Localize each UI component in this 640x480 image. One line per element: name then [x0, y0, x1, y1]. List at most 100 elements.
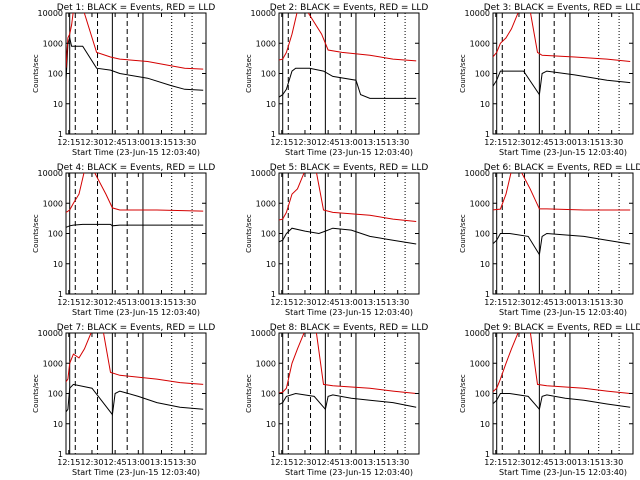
y-tick-label: 1000	[256, 39, 276, 48]
detector-panel-6: 1 10 100 1000 10000 12:15 12:30 12:45 13:00 13:15…	[459, 163, 640, 317]
detector-panel-9: 1 10 100 1000 10000 12:15 12:30 12:45 13:00 13:15…	[459, 323, 640, 477]
y-tick-label: 1	[271, 130, 276, 139]
series-line-events	[279, 392, 417, 411]
y-tick-label: 1000	[43, 359, 63, 368]
x-tick-label: 12:45	[531, 138, 554, 147]
x-tick-label: 12:30	[80, 138, 103, 147]
y-tick-label: 10	[480, 420, 490, 429]
series-line-lld	[66, 173, 204, 214]
y-tick-label: 100	[475, 230, 490, 239]
x-axis-label: Start Time (23-Jun-15 12:03:40)	[499, 308, 627, 317]
x-tick-label: 12:45	[317, 298, 340, 307]
reference-lines	[282, 173, 406, 294]
panel-title: Det 5: BLACK = Events, RED = LLD	[270, 163, 429, 173]
x-tick-label: 13:15	[577, 458, 600, 467]
x-tick-label: 13:30	[173, 298, 196, 307]
x-tick-label: 13:30	[600, 298, 623, 307]
x-tick-label: 12:45	[104, 298, 127, 307]
x-tick-label: 12:15	[270, 138, 293, 147]
y-tick-label: 1000	[470, 199, 490, 208]
x-tick-label: 13:15	[150, 138, 173, 147]
series-line-lld	[493, 173, 631, 211]
x-axis-label: Start Time (23-Jun-15 12:03:40)	[499, 148, 627, 157]
y-tick-label: 10000	[465, 169, 490, 178]
y-tick-label: 1	[485, 130, 490, 139]
y-tick-label: 1	[485, 450, 490, 459]
x-tick-label: 12:30	[80, 458, 103, 467]
x-tick-label: 13:15	[363, 298, 386, 307]
y-tick-label: 1	[485, 290, 490, 299]
y-tick-label: 1	[271, 450, 276, 459]
y-tick-label: 10	[266, 100, 276, 109]
x-tick-label: 12:30	[507, 138, 530, 147]
panel-title: Det 4: BLACK = Events, RED = LLD	[57, 163, 216, 173]
x-axis-label: Start Time (23-Jun-15 12:03:40)	[499, 468, 627, 477]
y-tick-label: 100	[48, 390, 63, 399]
x-tick-label: 13:00	[554, 138, 577, 147]
y-tick-label: 10000	[251, 9, 276, 18]
x-tick-label: 13:30	[600, 458, 623, 467]
panel-title: Det 2: BLACK = Events, RED = LLD	[270, 3, 429, 13]
series-line-lld	[493, 13, 631, 62]
x-tick-label: 13:30	[386, 298, 409, 307]
y-tick-label: 100	[48, 70, 63, 79]
y-tick-label: 10000	[38, 9, 63, 18]
series-line-events	[66, 383, 204, 416]
y-axis-label: Counts/sec	[459, 54, 467, 93]
series-line-events	[66, 35, 204, 91]
panel-title: Det 7: BLACK = Events, RED = LLD	[57, 323, 216, 333]
plot-frame	[278, 12, 420, 135]
plot-frame	[65, 172, 207, 295]
x-tick-label: 12:15	[270, 298, 293, 307]
x-tick-label: 12:15	[57, 458, 80, 467]
x-tick-label: 13:30	[386, 458, 409, 467]
x-tick-label: 13:00	[340, 298, 363, 307]
x-tick-label: 13:00	[554, 298, 577, 307]
x-tick-label: 12:45	[317, 138, 340, 147]
detector-panel-2: 1 10 100 1000 10000 12:15 12:30 12:45 13:00 13:15…	[245, 3, 428, 157]
x-tick-label: 13:30	[600, 138, 623, 147]
y-tick-label: 100	[261, 70, 276, 79]
panel-title: Det 1: BLACK = Events, RED = LLD	[57, 3, 216, 13]
detector-panel-7: 1 10 100 1000 10000 12:15 12:30 12:45 13:00 13:15…	[32, 323, 215, 477]
series-line-events	[66, 223, 204, 228]
x-tick-label: 13:30	[386, 138, 409, 147]
x-axis-label: Start Time (23-Jun-15 12:03:40)	[72, 148, 200, 157]
x-tick-label: 12:45	[317, 458, 340, 467]
x-tick-label: 13:15	[577, 298, 600, 307]
y-tick-label: 1	[58, 450, 63, 459]
x-tick-label: 12:15	[57, 138, 80, 147]
plot-frame	[65, 12, 207, 135]
x-tick-label: 12:15	[57, 298, 80, 307]
y-axis-label: Counts/sec	[32, 374, 40, 413]
y-tick-label: 10000	[465, 9, 490, 18]
y-tick-label: 1	[58, 130, 63, 139]
x-tick-label: 12:30	[507, 458, 530, 467]
detector-panel-1: 1 10 100 1000 10000 12:15 12:30 12:45 13:00 13:15…	[32, 3, 215, 157]
series-line-events	[493, 232, 631, 257]
series-line-events	[493, 393, 631, 411]
panel-title: Det 3: BLACK = Events, RED = LLD	[484, 3, 640, 13]
x-tick-label: 13:00	[554, 458, 577, 467]
y-tick-label: 10	[266, 420, 276, 429]
y-tick-label: 100	[261, 230, 276, 239]
x-tick-label: 12:30	[293, 458, 316, 467]
x-tick-label: 12:45	[104, 458, 127, 467]
reference-lines	[282, 333, 406, 454]
y-axis-label: Counts/sec	[459, 214, 467, 253]
x-tick-label: 13:15	[363, 138, 386, 147]
y-tick-label: 10	[266, 260, 276, 269]
plot-frame	[278, 172, 420, 295]
plot-frame	[278, 332, 420, 455]
x-tick-label: 13:00	[340, 458, 363, 467]
x-tick-label: 13:15	[577, 138, 600, 147]
y-tick-label: 1000	[43, 199, 63, 208]
series-line-lld	[66, 13, 204, 70]
plot-frame	[65, 332, 207, 455]
x-axis-label: Start Time (23-Jun-15 12:03:40)	[285, 468, 413, 477]
y-tick-label: 1000	[256, 199, 276, 208]
series-line-events	[279, 67, 417, 99]
x-tick-label: 13:00	[127, 138, 150, 147]
detector-panel-3: 1 10 100 1000 10000 12:15 12:30 12:45 13:00 13:15…	[459, 3, 640, 157]
detector-panel-8: 1 10 100 1000 10000 12:15 12:30 12:45 13:00 13:15…	[245, 323, 428, 477]
